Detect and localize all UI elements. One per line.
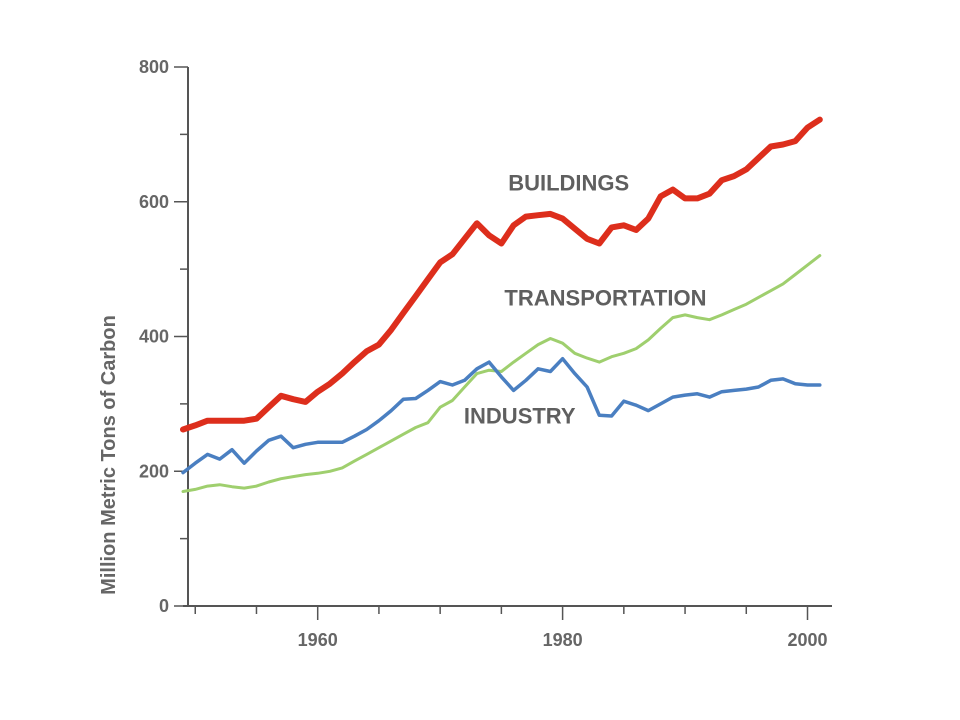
series-label-buildings: BUILDINGS <box>508 170 629 195</box>
series-label-industry: INDUSTRY <box>464 403 576 428</box>
y-tick-label: 400 <box>139 327 169 347</box>
x-tick-label: 1960 <box>298 630 338 650</box>
series-lines <box>180 116 823 493</box>
series-label-transportation: TRANSPORTATION <box>504 286 706 311</box>
series-line-industry <box>181 356 822 475</box>
y-tick-label: 800 <box>139 57 169 77</box>
series-line-buildings <box>180 116 823 433</box>
y-axis-title: Million Metric Tons of Carbon <box>98 315 120 595</box>
y-tick-label: 200 <box>139 461 169 481</box>
y-tick-label: 600 <box>139 192 169 212</box>
series-labels: BUILDINGS TRANSPORTATION INDUSTRY <box>464 170 707 428</box>
y-axis-title-group: Million Metric Tons of Carbon <box>98 315 120 595</box>
x-tick-label: 2000 <box>787 630 827 650</box>
y-tick-label: 0 <box>159 596 169 616</box>
x-tick-label: 1980 <box>543 630 583 650</box>
series-line-transportation <box>181 254 822 493</box>
axes: 0 200 400 600 800 1960 1980 2000 <box>139 57 832 650</box>
